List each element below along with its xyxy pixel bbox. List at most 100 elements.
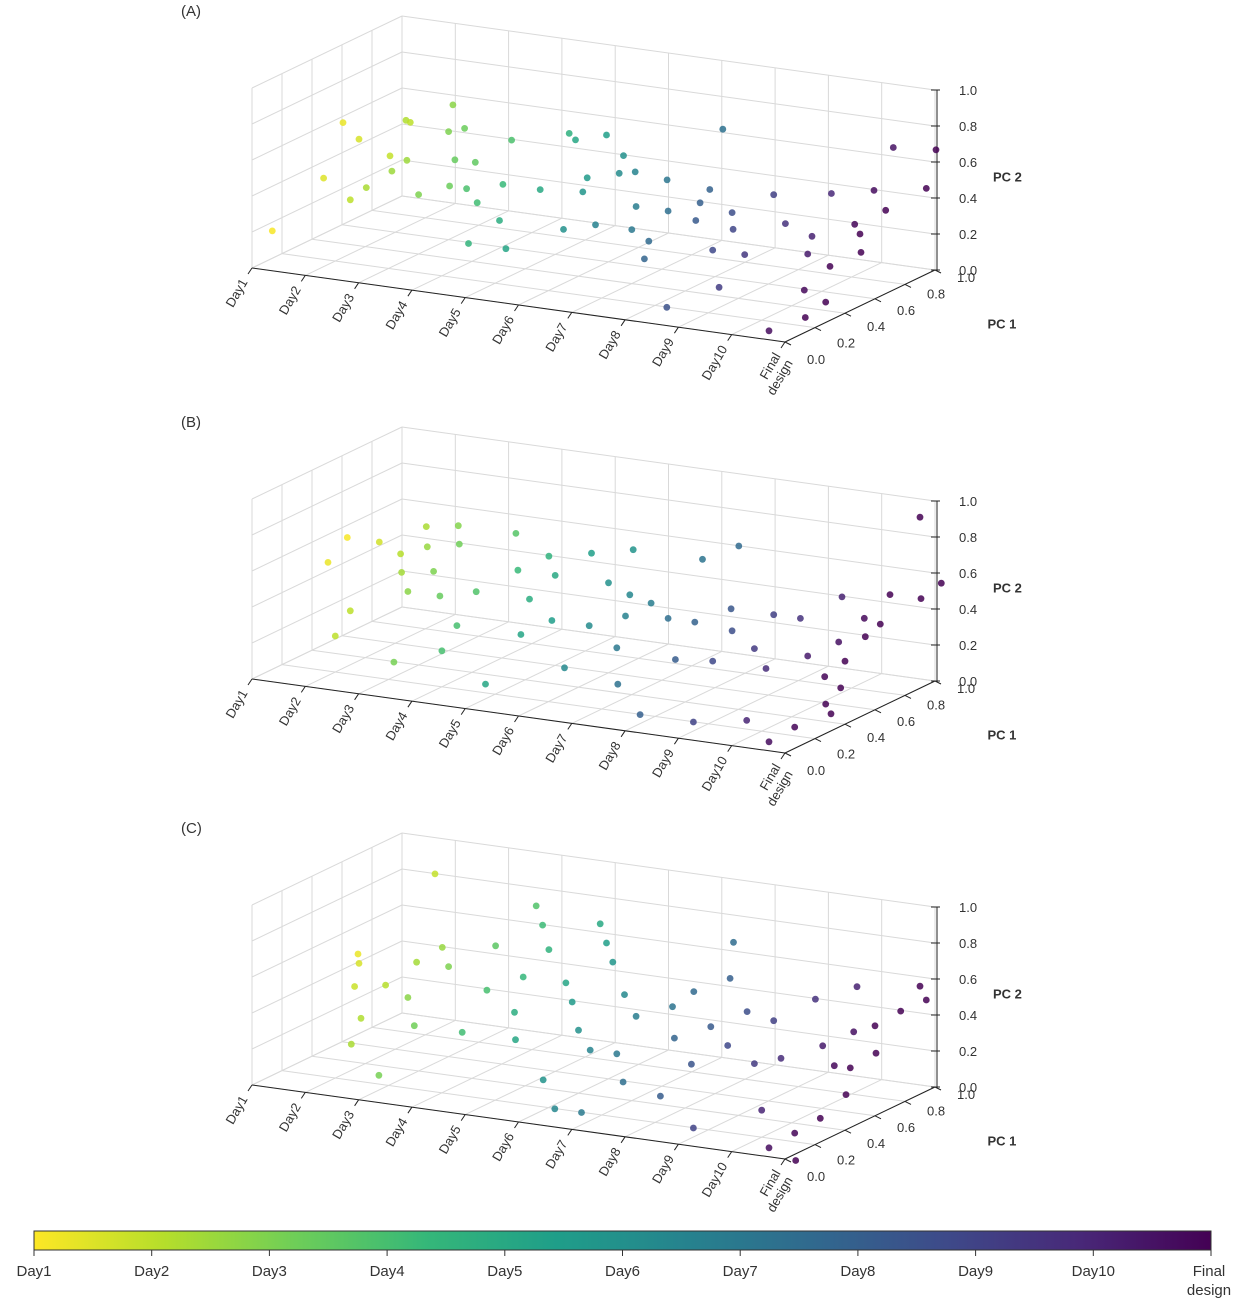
panel-label: (C) (181, 820, 202, 837)
y-tick (784, 752, 792, 757)
data-point (801, 314, 809, 321)
x-tick-label: Day3 (329, 702, 357, 736)
data-point (828, 190, 835, 197)
data-point (451, 156, 459, 164)
z-tick-label: 1.0 (959, 494, 977, 509)
data-point (438, 647, 446, 655)
data-point (398, 569, 405, 576)
x-tick (673, 1143, 679, 1151)
x-tick-label: Day10 (699, 1160, 731, 1200)
x-tick (514, 1121, 519, 1129)
data-point (615, 169, 623, 177)
y-tick-label: 0.0 (807, 352, 825, 367)
data-point (403, 156, 411, 164)
data-point (800, 286, 808, 294)
x-tick (567, 312, 573, 319)
data-point (382, 981, 389, 989)
data-point (770, 611, 778, 619)
x-tick-label: Finaldesign (751, 761, 795, 809)
x-tick (673, 326, 679, 334)
x-tick-label: Day1 (222, 276, 250, 310)
x-tick-label: Day8 (596, 739, 624, 773)
data-point (471, 158, 479, 166)
data-point (632, 203, 640, 210)
data-point (512, 530, 520, 537)
data-point (613, 1050, 621, 1058)
data-point (632, 1012, 640, 1020)
data-point (870, 187, 878, 194)
y-tick (844, 312, 852, 317)
data-point (351, 983, 358, 990)
data-point (692, 217, 700, 224)
x-tick-label: Day2 (276, 1100, 304, 1134)
data-point (728, 209, 736, 217)
data-point (860, 614, 868, 622)
data-point (343, 534, 351, 541)
data-point (715, 283, 723, 291)
data-point (691, 618, 699, 626)
data-point (816, 1114, 824, 1122)
data-point (709, 657, 717, 665)
x-tick-label: Day10 (699, 754, 731, 794)
x-tick-label: Day1 (222, 687, 250, 721)
y-tick (784, 341, 792, 346)
data-point (922, 996, 930, 1004)
colorbar-label: Day9 (958, 1263, 993, 1280)
data-point (882, 206, 890, 214)
data-point (324, 559, 332, 566)
data-point (889, 144, 897, 151)
y-tick (904, 1100, 912, 1105)
data-point (647, 599, 655, 607)
data-point (354, 950, 362, 958)
data-point (851, 220, 859, 228)
data-point (347, 1040, 355, 1048)
data-point (791, 723, 799, 731)
data-point (671, 1034, 678, 1042)
data-point (431, 870, 439, 878)
data-point (561, 664, 568, 672)
data-point (808, 232, 816, 240)
data-point (453, 622, 461, 629)
data-point (770, 1017, 778, 1025)
data-point (502, 245, 510, 253)
data-point (709, 246, 717, 254)
x-tick (407, 289, 413, 297)
x-tick-label: Day6 (489, 313, 517, 347)
x-tick (407, 1106, 413, 1114)
data-point (696, 199, 704, 207)
data-point (727, 605, 735, 613)
data-point (545, 946, 553, 953)
data-point (765, 327, 773, 335)
grid (251, 426, 936, 754)
z-tick-label: 0.4 (959, 191, 977, 206)
x-tick (354, 282, 360, 290)
z-tick-label: 0.6 (959, 155, 977, 170)
data-point (751, 645, 758, 652)
y-tick (814, 327, 822, 332)
z-tick-label: 0.0 (959, 263, 977, 278)
data-point (455, 540, 463, 548)
data-point (743, 717, 751, 724)
z-axis-label: PC 2 (993, 580, 1022, 595)
data-point (449, 101, 457, 109)
data-point (404, 588, 412, 595)
y-tick-label: 0.6 (897, 714, 915, 729)
z-tick-label: 0.8 (959, 119, 977, 134)
x-tick-label: Day9 (649, 335, 677, 369)
data-point (362, 184, 370, 192)
data-point (636, 711, 644, 718)
data-point (519, 973, 527, 981)
points (324, 513, 945, 746)
data-point (339, 119, 347, 126)
data-point (804, 250, 812, 258)
data-point (626, 591, 634, 599)
data-point (837, 684, 845, 692)
data-point (664, 615, 672, 622)
data-point (922, 185, 930, 192)
z-tick-label: 0.4 (959, 602, 977, 617)
data-point (707, 1023, 715, 1031)
data-point (551, 572, 559, 579)
colorbar: Day1 Day2 Day3 Day4 Day5 Day6 Day7 Day8 Day9 Day1… (16, 1230, 1231, 1299)
x-tick (460, 1114, 466, 1121)
data-point (386, 152, 394, 160)
